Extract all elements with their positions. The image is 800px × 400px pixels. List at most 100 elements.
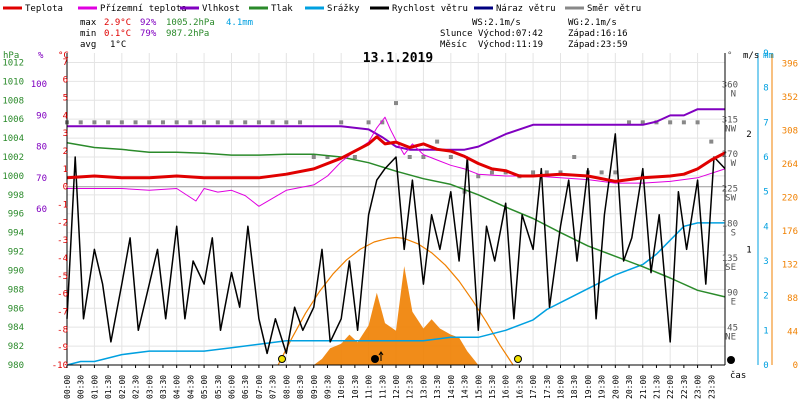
x-tick-label-35: 17:30: [543, 375, 552, 399]
x-tick-label-11: 05:30: [214, 375, 223, 399]
rain-total-axis-tick-6: 3: [763, 257, 768, 267]
legend-label-smer-vetru: Směr větru: [587, 4, 641, 14]
wind-dir-mark-25: [407, 155, 412, 159]
rain-rate-axis-tick-3: 264: [782, 160, 798, 170]
chart-title: 13.1.2019: [363, 51, 433, 66]
temperature-axis-tick-9: -2: [57, 218, 68, 228]
rain-total-axis-tick-4: 5: [763, 188, 768, 198]
temperature-axis-tick-7: 0: [63, 183, 68, 193]
series-srazky: [66, 222, 725, 366]
temperature-axis-tick-13: -6: [57, 290, 68, 300]
x-tick-label-6: 03:00: [145, 375, 154, 399]
humidity-axis-tick-4: 60: [36, 205, 47, 215]
axis-units: hPa % °C ° m/s mm čas: [3, 51, 774, 381]
rain-rate-axis-tick-9: 0: [793, 361, 798, 371]
temperature-axis-tick-17: -10: [52, 361, 68, 371]
stats-moon-rise: Východ:11:19: [478, 40, 543, 50]
wind-dir-mark-42: [640, 120, 645, 125]
legend-label-naraz-vetru: Náraz větru: [496, 4, 556, 14]
wind-dir-mark-5: [133, 120, 138, 125]
x-tick-label-12: 06:00: [228, 375, 237, 399]
temperature-axis-tick-15: -8: [57, 325, 68, 335]
wind-dir-axis-deg-6: 90: [727, 289, 738, 299]
rain-total-axis-tick-9: 0: [763, 361, 768, 371]
wind-dir-axis-deg-2: 270: [722, 150, 738, 160]
unit-time: čas: [730, 370, 746, 381]
stats-block: max 2.9°C 92% 1005.2hPa 4.1mm min 0.1°C …: [80, 18, 628, 50]
unit-degree: °: [727, 51, 732, 61]
wind-dir-mark-19: [325, 155, 330, 159]
wind-dir-axis-letter-7: NE: [725, 332, 736, 342]
sunrise-marker: [278, 355, 286, 363]
wind-dir-axis-letter-1: NW: [725, 124, 736, 134]
wind-dir-mark-1: [78, 120, 83, 125]
legend-label-vlhkost: Vlhkost: [202, 4, 240, 14]
legend-label-rychlost-vetru: Rychlost větru: [392, 4, 468, 14]
pressure-axis-tick-2: 1008: [2, 96, 24, 106]
x-tick-label-24: 12:00: [392, 375, 401, 399]
x-tick-label-30: 15:00: [474, 375, 483, 399]
wind-dir-mark-27: [435, 139, 440, 144]
temperature-axis-tick-0: 7: [63, 58, 68, 68]
wind-dir-mark-18: [311, 155, 316, 159]
pressure-axis-tick-3: 1006: [2, 115, 24, 125]
wind-dir-mark-35: [544, 170, 549, 175]
pressure-axis-tick-12: 988: [8, 285, 24, 295]
x-tick-label-31: 15:30: [488, 375, 497, 399]
stats-sun-label: Slunce: [440, 29, 473, 39]
wind-dir-axis-deg-3: 225: [722, 185, 738, 195]
x-tick-label-44: 22:00: [666, 375, 675, 399]
stats-min-hum: 79%: [140, 29, 157, 39]
wind-dir-mark-32: [503, 170, 508, 175]
legend-label-teplota: Teplota: [25, 4, 63, 14]
x-tick-label-20: 10:00: [337, 375, 346, 399]
x-tick-label-21: 10:30: [351, 375, 360, 399]
stats-min-temp: 0.1°C: [104, 29, 131, 39]
legend-label-tlak: Tlak: [271, 4, 293, 14]
rain-total-axis-tick-1: 8: [763, 84, 768, 94]
temperature-axis-tick-16: -9: [57, 343, 68, 353]
rain-total-axis-tick-3: 6: [763, 153, 768, 163]
stats-min-label: min: [80, 29, 96, 39]
series-rychlost-vetru: [66, 133, 726, 355]
rain-rate-axis-tick-8: 44: [787, 328, 798, 338]
pressure-axis-tick-10: 992: [8, 248, 24, 258]
x-tick-label-25: 12:30: [406, 375, 415, 399]
x-tick-label-8: 04:00: [173, 375, 182, 399]
rain-total-axis-tick-5: 4: [763, 222, 768, 232]
wind-dir-axis-deg-0: 360: [722, 81, 738, 91]
wind-dir-mark-15: [270, 120, 275, 125]
unit-ms: m/s: [743, 51, 759, 61]
humidity-axis-tick-2: 80: [36, 143, 47, 153]
wind-dir-mark-24: [394, 101, 398, 106]
x-tick-label-2: 01:00: [90, 375, 99, 399]
wind-dir-mark-40: [613, 170, 618, 175]
wind-dir-mark-41: [627, 120, 632, 125]
x-tick-label-23: 11:30: [378, 375, 387, 399]
pressure-axis-tick-7: 998: [8, 191, 24, 201]
legend-label-srazky: Srážky: [327, 4, 360, 14]
x-tick-label-15: 07:30: [269, 375, 278, 399]
wind-dir-mark-45: [681, 120, 686, 125]
wind-dir-mark-10: [202, 120, 207, 125]
wind-dir-mark-4: [119, 120, 124, 125]
wind-dir-mark-17: [298, 120, 303, 125]
series-sun-elevation: [277, 236, 514, 366]
x-tick-label-38: 19:00: [584, 375, 593, 399]
stats-avg-label: avg: [80, 40, 96, 50]
x-tick-label-19: 09:30: [324, 375, 333, 399]
wind-dir-mark-6: [147, 120, 152, 125]
x-tick-label-37: 18:30: [570, 375, 579, 399]
x-tick-label-18: 09:00: [310, 375, 319, 399]
x-tick-label-1: 00:30: [77, 375, 86, 399]
wind-dir-mark-28: [448, 155, 453, 159]
stats-min-press: 987.2hPa: [166, 29, 209, 39]
legend: Teplota Přízemní teplota Vlhkost Tlak Sr…: [3, 4, 641, 14]
x-tick-label-46: 23:00: [694, 375, 703, 399]
stats-max-hum: 92%: [140, 18, 157, 28]
rain-total-axis-tick-8: 1: [763, 326, 768, 336]
grid: [66, 53, 726, 366]
markers: [278, 351, 735, 364]
wind-dir-axis-letter-4: S: [731, 228, 736, 238]
pressure-axis-tick-5: 1002: [2, 153, 24, 163]
